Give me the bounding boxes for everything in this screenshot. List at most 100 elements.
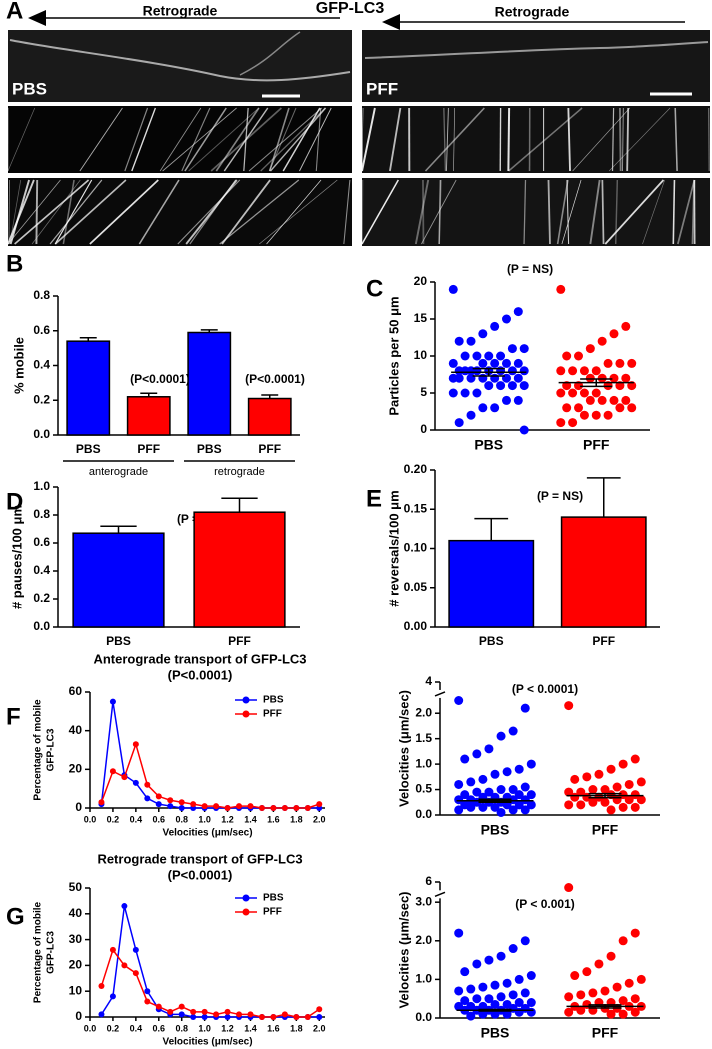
kymograph-streak: [708, 107, 710, 172]
dot: [513, 395, 523, 405]
kymograph-streak: [566, 179, 570, 245]
dot: [454, 373, 464, 383]
point: [121, 962, 128, 969]
dot: [520, 988, 530, 998]
dot: [472, 749, 482, 759]
kymograph-streak: [424, 107, 485, 172]
dot: [513, 373, 523, 383]
point: [201, 1014, 208, 1020]
point: [270, 1014, 277, 1020]
dot: [574, 403, 584, 413]
x-tick-label: 0.8: [175, 1023, 188, 1033]
legend-label: PBS: [263, 695, 284, 706]
y-tick-label: 1.5: [415, 731, 432, 745]
dot: [460, 366, 470, 376]
point: [132, 970, 139, 977]
y-tick-label: 10: [414, 348, 428, 362]
x-tick-label: PFF: [583, 437, 610, 453]
dot: [514, 790, 524, 800]
dot: [478, 329, 488, 339]
dot: [496, 785, 506, 795]
dot: [606, 1009, 616, 1019]
dot: [508, 990, 518, 1000]
micrograph: [362, 30, 710, 102]
dot: [454, 805, 464, 815]
line: [100, 701, 320, 809]
dot: [618, 759, 628, 769]
dot: [490, 1009, 500, 1019]
dot: [570, 774, 580, 784]
dot: [472, 787, 482, 797]
dot: [460, 388, 470, 398]
point: [121, 903, 128, 910]
kymograph-streak: [54, 179, 127, 245]
y-tick-label: 30: [69, 932, 83, 946]
bar: [193, 511, 286, 628]
dot: [526, 759, 536, 769]
dot: [564, 787, 574, 797]
dot: [460, 754, 470, 764]
point: [281, 1011, 288, 1018]
point: [132, 779, 139, 786]
dot: [570, 971, 580, 981]
dot: [576, 800, 586, 810]
figure-title: GFP-LC3: [316, 0, 385, 17]
dot: [564, 883, 574, 893]
dot: [520, 782, 530, 792]
dot: [454, 779, 464, 789]
legend-marker: [242, 696, 250, 704]
dot: [621, 321, 631, 331]
bar: [72, 532, 165, 628]
x-tick-label: PFF: [592, 822, 619, 838]
dot: [568, 366, 578, 376]
x-tick-label: 0.0: [84, 814, 97, 824]
y-axis-label: Percentage of mobile: [33, 901, 44, 1003]
x-tick-label: PBS: [197, 442, 222, 456]
y-tick-label: 20: [69, 958, 83, 972]
dot: [612, 982, 622, 992]
kymograph-streak: [14, 179, 90, 245]
kymograph-streak: [438, 179, 441, 245]
dot: [576, 1005, 586, 1015]
dot: [579, 388, 589, 398]
y-tick-label: 0.4: [33, 358, 50, 372]
line: [100, 948, 320, 1018]
y-tick-label: 0.0: [415, 1010, 432, 1024]
kymograph-streak: [422, 179, 425, 245]
x-tick-label: 0.6: [153, 1023, 166, 1033]
point: [190, 801, 197, 808]
x-axis-label: Velocities (μm/sec): [162, 828, 252, 839]
kymograph-streak: [315, 107, 322, 172]
x-tick-label: PBS: [481, 822, 510, 838]
kymograph-streak: [601, 179, 605, 245]
kymograph-streak: [215, 107, 260, 172]
point: [236, 1011, 243, 1018]
dot: [579, 366, 589, 376]
y-axis-label: Velocities (μm/sec): [396, 690, 411, 807]
dot: [618, 790, 628, 800]
dot: [636, 795, 646, 805]
y-tick-label: 0.10: [404, 541, 428, 555]
x-tick-label: PFF: [228, 634, 251, 648]
dot: [496, 366, 506, 376]
y-tick-label: 1.0: [415, 756, 432, 770]
kymograph-streak: [248, 107, 323, 172]
point: [121, 774, 128, 781]
dot: [618, 1009, 628, 1019]
dot: [624, 795, 634, 805]
dot: [490, 321, 500, 331]
kymograph-streak: [674, 107, 678, 172]
dot: [609, 373, 619, 383]
chart-title: Anterograde transport of GFP-LC3: [93, 651, 306, 666]
kymograph-streak: [62, 179, 75, 245]
kymograph: [362, 178, 710, 246]
legend-label: PFF: [263, 709, 282, 720]
dot: [600, 797, 610, 807]
dot: [526, 800, 536, 810]
x-tick-label: PBS: [106, 634, 131, 648]
y-tick-label: 50: [69, 880, 83, 894]
dot: [520, 805, 530, 815]
dot: [448, 388, 458, 398]
point: [167, 797, 174, 804]
kymograph-streak: [361, 107, 364, 172]
